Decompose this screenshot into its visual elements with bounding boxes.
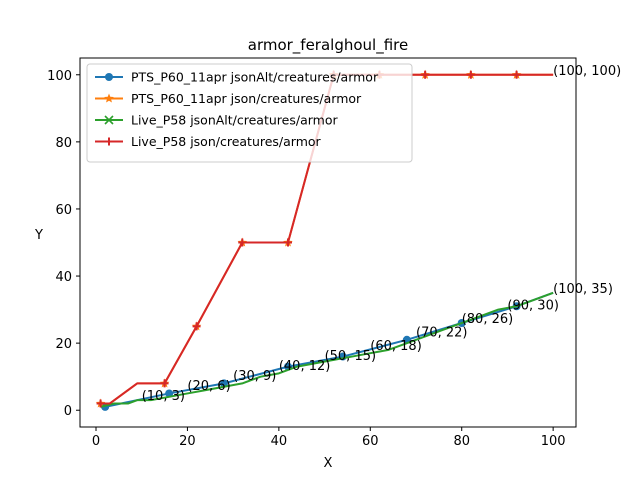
data-point (512, 70, 521, 79)
y-tick-label: 100 (47, 69, 72, 84)
point-annotation: (70, 22) (416, 325, 468, 340)
data-point (238, 238, 247, 247)
legend-entry: Live_P58 json/creatures/armor (95, 134, 322, 149)
x-tick-label: 0 (92, 434, 100, 449)
point-annotation: (90, 30) (507, 299, 559, 314)
legend-label: PTS_P60_11apr jsonAlt/creatures/armor (131, 70, 379, 85)
x-axis-label: X (324, 456, 333, 471)
x-tick-label: 40 (271, 434, 288, 449)
y-tick-label: 40 (55, 270, 72, 285)
series-line (100, 291, 554, 408)
legend-marker (105, 73, 113, 81)
legend-marker (105, 137, 113, 146)
chart-title: armor_feralghoul_fire (248, 36, 408, 55)
legend-label: Live_P58 json/creatures/armor (131, 134, 322, 149)
x-axis: 0 20 40 60 80 100 (92, 427, 566, 449)
legend-entry: Live_P58 jsonAlt/creatures/armor (95, 113, 338, 128)
point-annotation: (10, 3) (142, 389, 185, 404)
point-annotation: (40, 12) (279, 359, 331, 374)
y-axis-label: Y (34, 228, 43, 243)
legend-marker (104, 115, 114, 125)
data-point (96, 399, 105, 408)
data-point (421, 70, 430, 79)
point-annotation: (100, 100) (553, 64, 621, 79)
point-annotation: (80, 26) (462, 312, 514, 327)
x-tick-label: 100 (541, 434, 566, 449)
y-tick-label: 20 (55, 337, 72, 352)
point-annotation: (60, 18) (370, 339, 422, 354)
series-layer (95, 69, 554, 411)
legend-entry: PTS_P60_11apr jsonAlt/creatures/armor (95, 70, 379, 85)
y-tick-label: 60 (55, 203, 72, 218)
point-annotation: (30, 9) (233, 369, 276, 384)
legend: PTS_P60_11apr jsonAlt/creatures/armor PTS… (86, 63, 413, 163)
point-annotation: (20, 6) (187, 379, 230, 394)
point-annotation: (50, 15) (325, 349, 377, 364)
legend-marker (104, 93, 114, 103)
plot-frame (79, 57, 577, 428)
series-live-p58-jsonalt-creatures-armor (100, 291, 554, 408)
legend-frame (86, 63, 413, 163)
annotation-layer: (10, 3)(20, 6)(30, 9)(40, 12)(50, 15)(60… (142, 64, 621, 404)
legend-label: Live_P58 jsonAlt/creatures/armor (131, 113, 338, 128)
x-tick-label: 60 (362, 434, 379, 449)
y-axis: 0 20 40 60 80 100 (47, 69, 80, 419)
point-annotation: (100, 35) (553, 282, 613, 297)
legend-label: PTS_P60_11apr json/creatures/armor (131, 91, 362, 106)
data-point (284, 238, 292, 247)
y-tick-label: 80 (55, 136, 72, 151)
x-tick-label: 80 (453, 434, 470, 449)
data-point (466, 70, 475, 79)
y-tick-label: 0 (64, 404, 72, 419)
data-point (160, 379, 169, 388)
x-tick-label: 20 (179, 434, 196, 449)
data-point (192, 322, 201, 331)
legend-entry: PTS_P60_11apr json/creatures/armor (95, 91, 362, 106)
